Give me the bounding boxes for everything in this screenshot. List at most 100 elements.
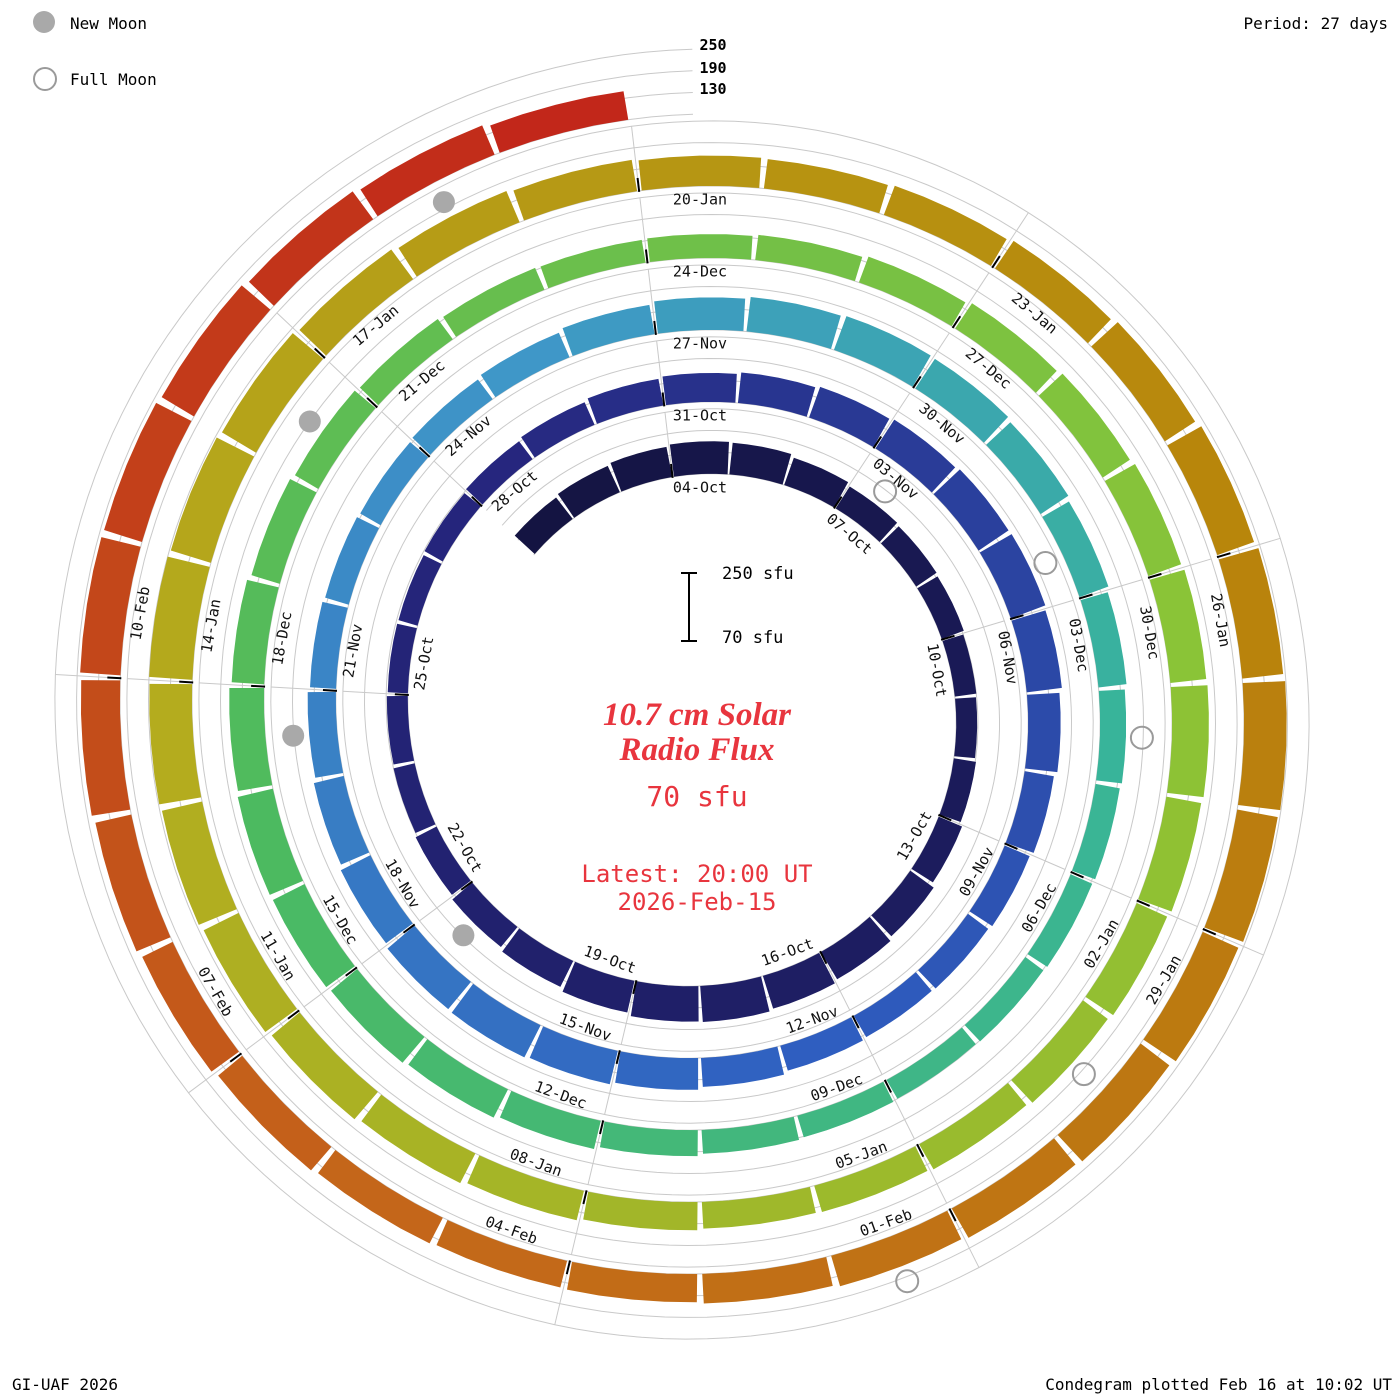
credit-text: GI-UAF 2026 [12, 1375, 118, 1394]
day-tick [991, 255, 1001, 269]
day-tick [636, 177, 641, 192]
day-tick [418, 446, 431, 458]
flux-bar [466, 441, 533, 505]
flux-bar [780, 1017, 863, 1071]
day-tick [471, 496, 483, 508]
flux-bar [1057, 1043, 1170, 1162]
date-label: 21-Nov [339, 623, 366, 679]
flux-bar [529, 1026, 618, 1085]
chart-title-line1: 10.7 cm Solar [603, 697, 791, 733]
flux-bar [1072, 783, 1120, 880]
flux-bar [386, 695, 415, 765]
new-moon-marker [432, 191, 455, 214]
flux-bar [1167, 426, 1255, 556]
flux-bar [149, 556, 210, 680]
full-moon-marker [895, 1269, 920, 1294]
plotted-timestamp-text: Condegram plotted Feb 16 at 10:02 UT [1045, 1375, 1392, 1394]
flux-bar [237, 788, 304, 895]
day-tick [912, 375, 922, 389]
flux-bar [480, 332, 570, 398]
flux-bar [412, 379, 493, 455]
day-tick [670, 463, 674, 479]
new-moon-marker [282, 724, 305, 747]
flux-bar [562, 961, 635, 1013]
day-tick [1078, 593, 1093, 600]
flux-bar [886, 1027, 976, 1099]
flux-bar [398, 555, 442, 626]
day-tick [460, 880, 474, 891]
date-label: 27-Nov [673, 335, 727, 353]
flux-bar [514, 497, 573, 554]
flux-bar [911, 816, 963, 883]
flux-bar [630, 981, 699, 1022]
flux-bar [398, 191, 520, 277]
flux-bar [809, 386, 890, 448]
flux-bar [294, 390, 376, 490]
flux-bar [361, 1094, 476, 1184]
flux-bar [662, 372, 737, 406]
flux-bar [540, 239, 646, 289]
flux-bar [917, 576, 964, 640]
latest-time-text: Latest: 20:00 UT [581, 860, 813, 888]
date-label: 31-Oct [673, 407, 727, 425]
scale-bottom-label: 70 sfu [722, 628, 784, 648]
gridline-190-sfu [76, 70, 1288, 1318]
day-tick [615, 1050, 621, 1065]
day-tick [366, 397, 378, 409]
flux-bar [858, 256, 966, 327]
date-label: 18-Dec [268, 610, 295, 666]
flux-bar [610, 446, 673, 492]
flux-bar [415, 826, 471, 895]
gridline-250-sfu [54, 48, 1310, 1340]
day-tick [179, 680, 194, 684]
day-tick [107, 676, 122, 680]
flux-bar [654, 297, 746, 334]
day-tick [229, 1052, 243, 1063]
day-tick [632, 980, 638, 995]
day-tick [1136, 899, 1151, 907]
flux-bar [1038, 373, 1130, 478]
day-tick [287, 1009, 300, 1020]
day-tick [402, 923, 416, 934]
flux-bar [1011, 1000, 1108, 1103]
flux-bar [954, 697, 978, 759]
flux-bar [424, 493, 481, 562]
flux-bar [702, 1256, 833, 1304]
day-tick [951, 315, 962, 329]
flux-bar [939, 758, 976, 823]
flux-bar [883, 185, 1007, 266]
date-label: 10-Feb [127, 585, 154, 641]
flux-bar [451, 983, 541, 1058]
flux-bar [170, 437, 255, 563]
flux-bar [763, 159, 888, 214]
flux-bar [360, 125, 495, 217]
day-tick [251, 684, 266, 688]
flux-bar [833, 316, 931, 387]
date-label: 20-Jan [673, 191, 727, 209]
flux-bar [218, 1055, 332, 1171]
new-moon-legend-label: New Moon [70, 14, 148, 33]
day-tick [644, 249, 649, 264]
flux-bar [615, 1051, 699, 1090]
flux-bar [986, 422, 1069, 515]
flux-bar [331, 969, 425, 1063]
flux-bar [587, 378, 664, 424]
flux-bar [310, 601, 348, 689]
day-tick [872, 436, 882, 449]
flux-bar [359, 318, 453, 406]
radial-scale-190: 190 [699, 59, 727, 77]
flux-bar [729, 442, 792, 485]
day-tick [938, 813, 952, 822]
flux-bar [969, 845, 1030, 927]
flux-bar [700, 1046, 785, 1087]
flux-bar [248, 191, 374, 306]
flux-bar [436, 1220, 568, 1288]
day-tick [661, 392, 666, 407]
day-tick [314, 347, 326, 359]
flux-bar [299, 249, 414, 356]
full-moon-legend-icon [33, 67, 57, 91]
flux-bar [251, 479, 317, 584]
day-tick [833, 496, 843, 509]
flux-bar [1091, 322, 1196, 442]
